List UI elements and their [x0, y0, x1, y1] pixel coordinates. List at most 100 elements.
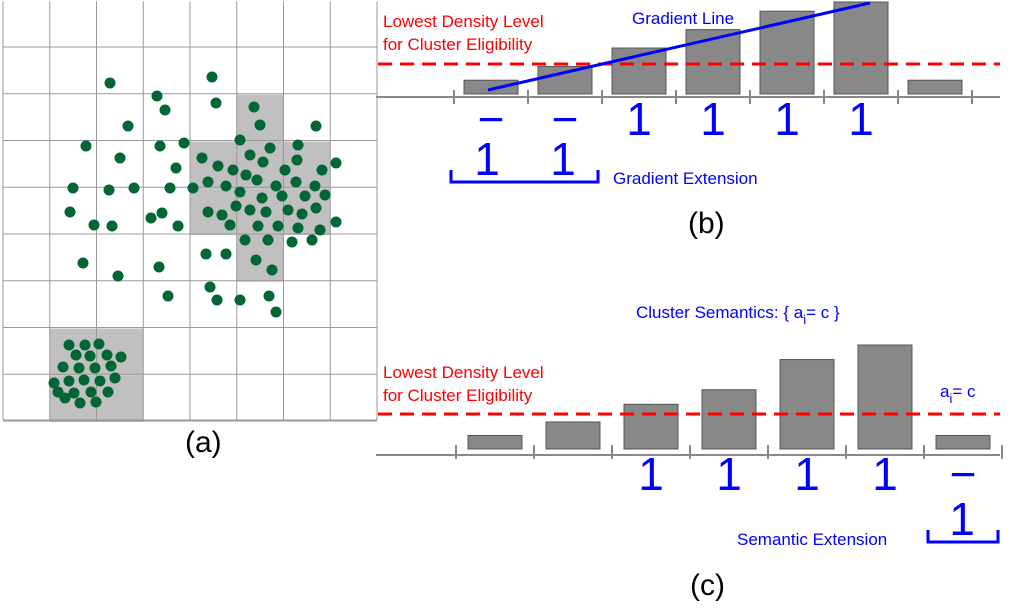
data-point [212, 160, 224, 172]
data-point [262, 234, 274, 246]
data-point [254, 119, 266, 131]
extension-label: Gradient Extension [613, 169, 758, 188]
data-point [112, 270, 124, 282]
data-point [211, 294, 223, 306]
data-point [128, 182, 140, 194]
density-bar [907, 79, 963, 95]
panel-c-label: (c) [690, 569, 725, 602]
extension-label: Semantic Extension [737, 530, 887, 549]
extension-marks: 1 [949, 493, 975, 545]
data-point [234, 134, 246, 146]
density-bar [759, 10, 815, 95]
data-point [153, 261, 165, 273]
data-point [94, 375, 106, 387]
data-point [266, 264, 278, 276]
data-point [103, 184, 115, 196]
cell-mark-one: 1 [872, 448, 898, 500]
data-point [122, 120, 134, 132]
data-point [164, 182, 176, 194]
data-point [234, 294, 246, 306]
data-point [70, 349, 82, 361]
data-point [78, 374, 90, 386]
data-point [104, 77, 116, 89]
data-point [216, 209, 228, 221]
cell-marks: 1 1 1 1− [638, 448, 976, 500]
cell-mark-one: 1 [638, 448, 664, 500]
data-point [63, 339, 75, 351]
data-point [270, 180, 282, 192]
cell-mark-one: 1 [848, 93, 874, 145]
panel-a-label: (a) [185, 426, 222, 459]
data-point [90, 396, 102, 408]
data-point [89, 362, 101, 374]
data-point [299, 190, 311, 202]
gradient-line-label: Gradient Line [632, 9, 734, 28]
data-point [202, 176, 214, 188]
data-point [272, 220, 284, 232]
cell-mark-one: 1 [626, 93, 652, 145]
data-point [59, 392, 71, 404]
data-point [64, 206, 76, 218]
grid-lines [2, 1, 378, 422]
data-point [244, 204, 256, 216]
extension-mark-one: 1 [550, 133, 576, 185]
data-point [67, 182, 79, 194]
data-point [68, 387, 80, 399]
data-point [220, 180, 232, 192]
data-point [178, 137, 190, 149]
panel-c: Cluster Semantics: { ai= c } Lowest Dens… [376, 303, 1003, 602]
data-point [200, 248, 212, 260]
data-points [48, 71, 342, 409]
cell-mark-dash: − [552, 93, 579, 145]
data-point [224, 219, 236, 231]
density-bar [467, 434, 523, 450]
data-point [276, 190, 288, 202]
data-point [286, 236, 298, 248]
cell-mark-dash: − [950, 448, 977, 500]
data-point [79, 339, 91, 351]
data-point [48, 377, 60, 389]
density-bar [935, 434, 991, 450]
data-point [101, 349, 113, 361]
data-point [306, 234, 318, 246]
data-point [291, 154, 303, 166]
data-point [57, 361, 69, 373]
data-point [240, 169, 252, 181]
cell-mark-one: 1 [774, 93, 800, 145]
cell-mark-one: 1 [716, 448, 742, 500]
data-point [252, 220, 264, 232]
data-point [290, 176, 302, 188]
data-point [330, 157, 342, 169]
data-point [263, 290, 275, 302]
data-point [106, 220, 118, 232]
data-point [80, 140, 92, 152]
data-point [109, 372, 121, 384]
data-point [264, 142, 276, 154]
axis-ticks [453, 90, 973, 104]
data-point [204, 281, 216, 293]
dense-cell [236, 94, 284, 142]
data-point [248, 101, 260, 113]
cell-mark-one: 1 [700, 93, 726, 145]
extension-mark-one: 1 [474, 133, 500, 185]
data-point [105, 360, 117, 372]
data-point [251, 174, 263, 186]
data-point [239, 234, 251, 246]
data-point [260, 206, 272, 218]
extension-mark-one: 1 [949, 493, 975, 545]
density-bars [467, 344, 991, 450]
data-point [115, 351, 127, 363]
data-point [279, 164, 291, 176]
density-bar [463, 79, 519, 95]
data-point [234, 186, 246, 198]
data-point [73, 362, 85, 374]
cell-marks: − −1 1 1 1 [478, 93, 874, 145]
density-bar [779, 359, 835, 450]
data-point [292, 222, 304, 234]
axis-ticks [455, 445, 1003, 459]
data-point [85, 386, 97, 398]
data-point [310, 120, 322, 132]
data-point [145, 212, 157, 224]
